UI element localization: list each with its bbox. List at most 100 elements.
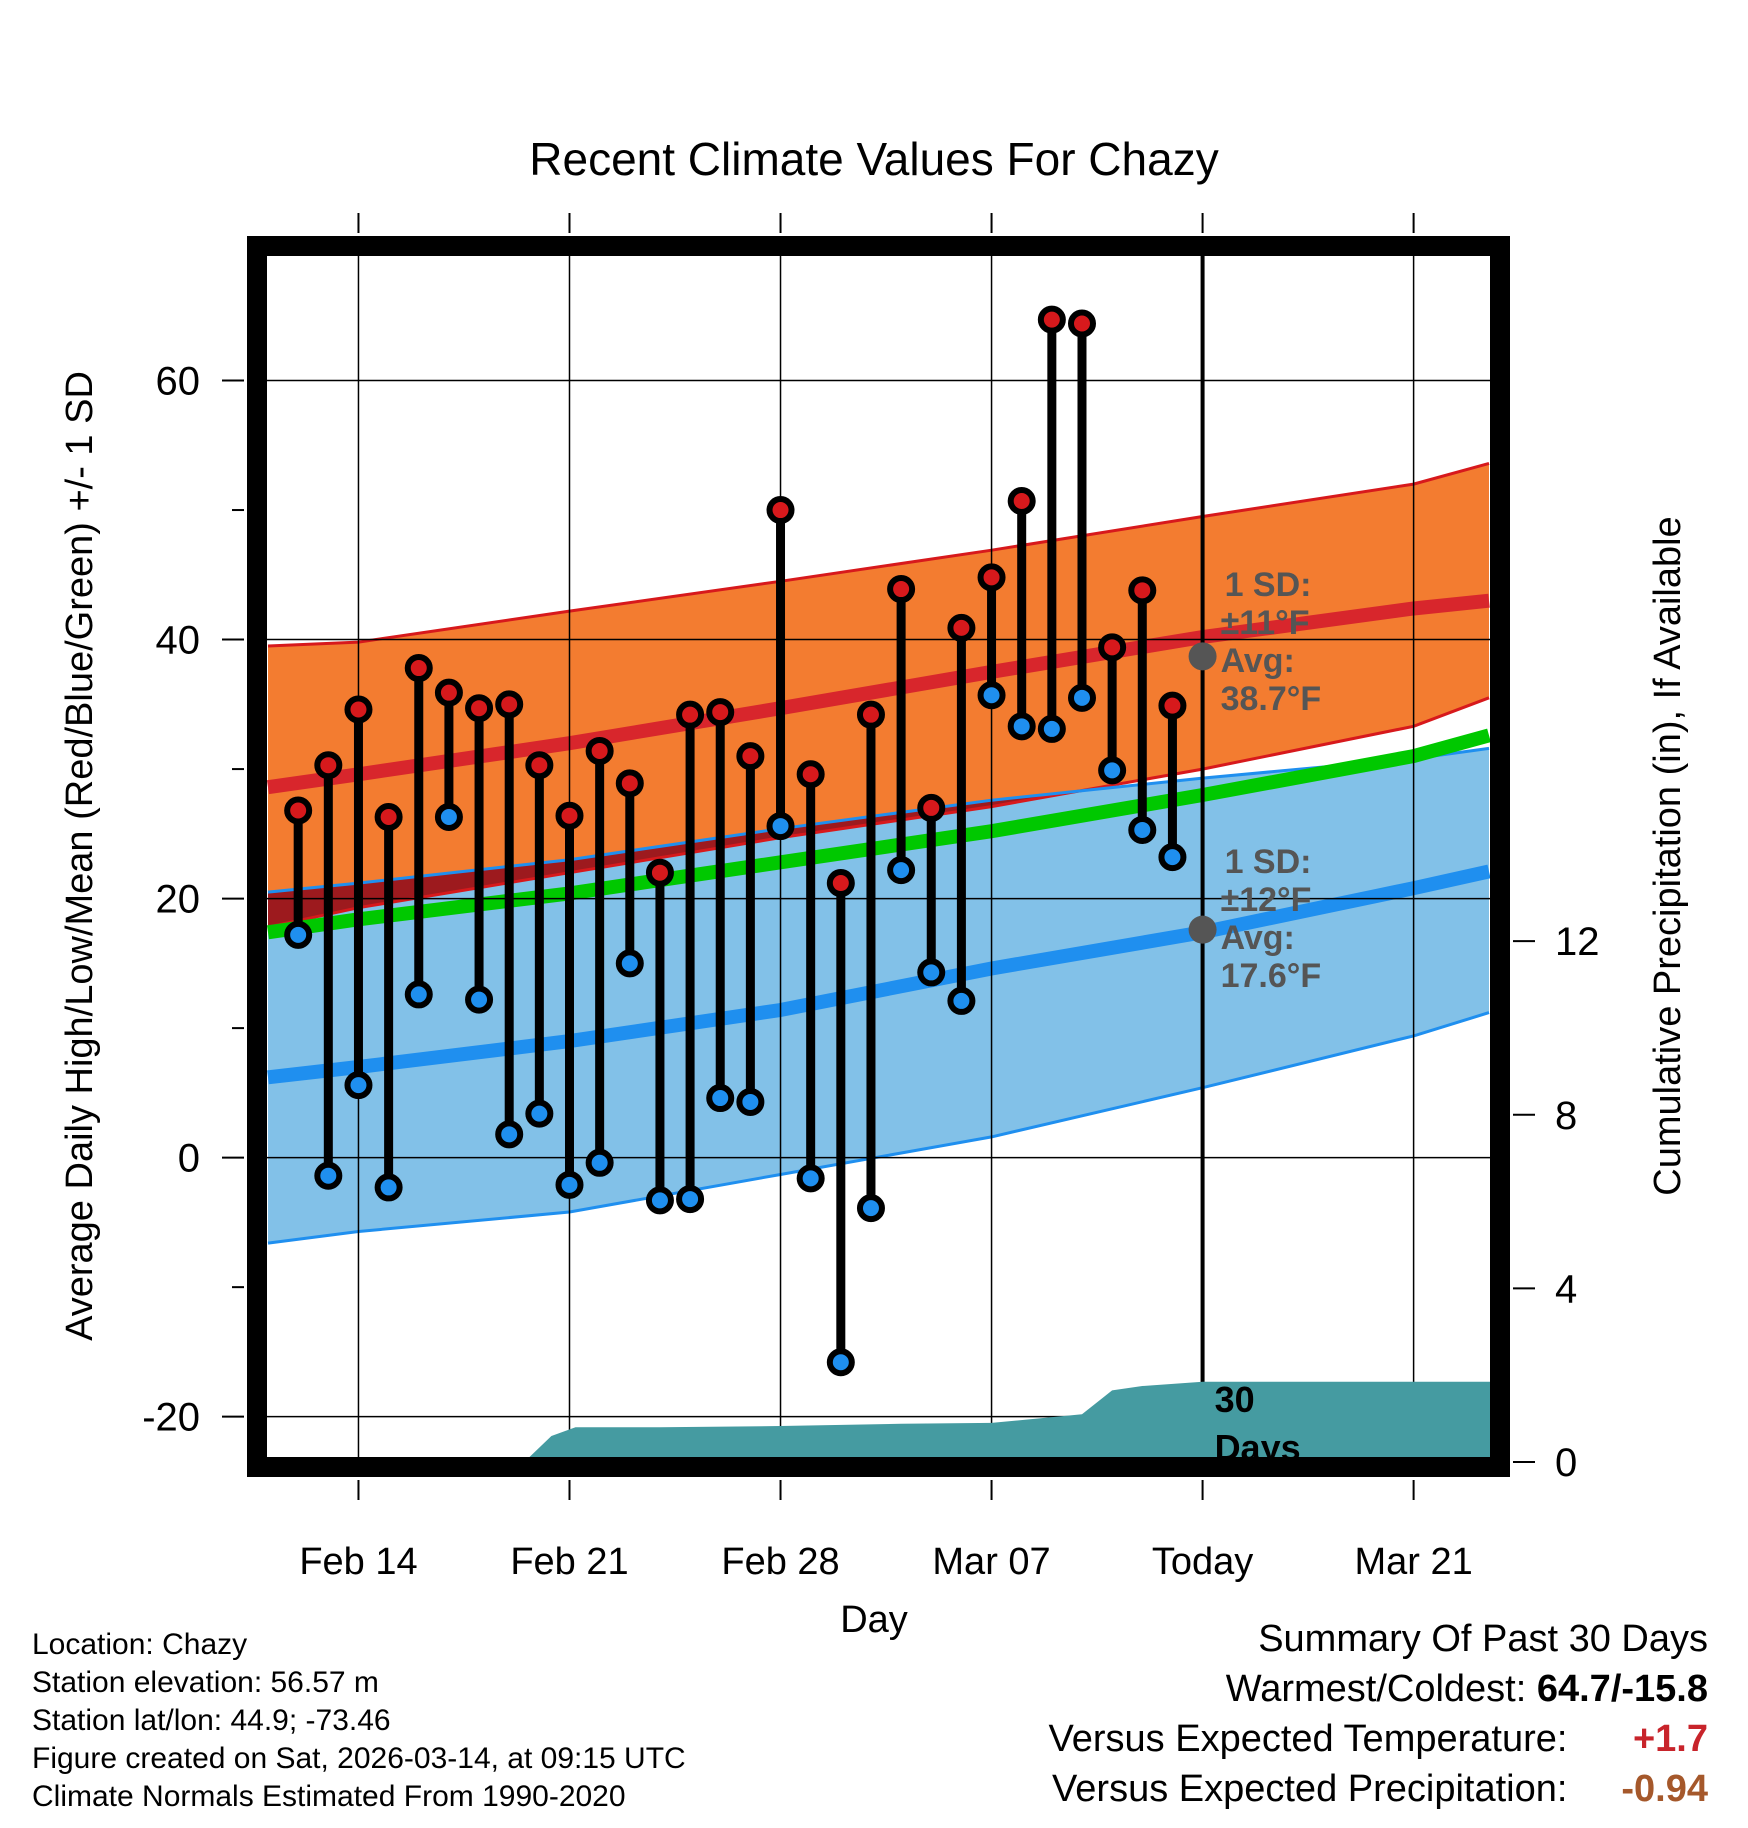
high-point bbox=[1098, 633, 1127, 662]
x-tick-label: Mar 21 bbox=[1354, 1541, 1472, 1583]
low-point bbox=[1098, 756, 1127, 785]
high-point bbox=[1007, 486, 1036, 515]
high-point bbox=[856, 700, 885, 729]
low-annotation-line: ±12°F bbox=[1221, 881, 1312, 919]
high-point bbox=[1067, 309, 1096, 338]
low-annotation-line: 1 SD: bbox=[1225, 843, 1312, 881]
low-point bbox=[314, 1161, 343, 1190]
low-point bbox=[766, 812, 795, 841]
precip-area bbox=[524, 1381, 1495, 1462]
high-sd-lower-edge bbox=[267, 696, 1490, 929]
high-point bbox=[947, 613, 976, 642]
low-point bbox=[344, 1071, 373, 1100]
x-tick-label: Mar 07 bbox=[932, 1541, 1050, 1583]
station-info: Location: Chazy Station elevation: 56.57… bbox=[32, 1626, 686, 1816]
mean-normal-line bbox=[267, 728, 1491, 940]
high-point bbox=[766, 496, 795, 525]
high-avg-marker bbox=[1188, 642, 1217, 671]
low-point bbox=[615, 949, 644, 978]
warm-cold-value: 64.7/-15.8 bbox=[1536, 1668, 1708, 1710]
y2-tick-label: 12 bbox=[1555, 920, 1600, 964]
x-axis-label: Day bbox=[840, 1599, 908, 1641]
y-axis-label: Average Daily High/Low/Mean (Red/Blue/Gr… bbox=[59, 371, 101, 1341]
high-point bbox=[977, 563, 1006, 592]
high-point bbox=[917, 793, 946, 822]
high-sd-upper-edge bbox=[267, 461, 1490, 648]
axes: -20 0 20 40 60 0 4 8 12 Feb 14 Feb 21 Feb 28 Mar 07 T… bbox=[142, 213, 1600, 1583]
high-point bbox=[645, 858, 674, 887]
high-point bbox=[465, 694, 494, 723]
summary-precip: Versus Expected Precipitation: -0.94 bbox=[1049, 1768, 1708, 1818]
low-point bbox=[947, 986, 976, 1015]
low-point bbox=[495, 1120, 524, 1149]
high-point bbox=[284, 796, 313, 825]
y-tick-label: -20 bbox=[142, 1396, 200, 1440]
high-annotation-line: Avg: bbox=[1221, 642, 1295, 680]
low-point bbox=[796, 1164, 825, 1193]
low-annotation-line: 17.6°F bbox=[1221, 957, 1322, 995]
low-mean-line bbox=[267, 864, 1491, 1085]
low-point bbox=[525, 1099, 554, 1128]
high-point bbox=[706, 698, 735, 727]
high-point bbox=[615, 769, 644, 798]
high-annotation-line: 1 SD: bbox=[1225, 566, 1312, 604]
info-location: Location: Chazy bbox=[32, 1628, 248, 1661]
low-point bbox=[555, 1170, 584, 1199]
high-point bbox=[525, 751, 554, 780]
plot-frame bbox=[247, 236, 1510, 1477]
low-avg-marker bbox=[1188, 915, 1217, 944]
info-created: Figure created on Sat, 2026-03-14, at 09… bbox=[32, 1742, 686, 1775]
summary-panel: Summary Of Past 30 Days Warmest/Coldest:… bbox=[1049, 1618, 1708, 1818]
high-point bbox=[585, 736, 614, 765]
high-annotation-line: ±11°F bbox=[1221, 604, 1310, 642]
x-tick-label: Feb 21 bbox=[510, 1541, 628, 1583]
low-point bbox=[917, 958, 946, 987]
y2-tick-label: 4 bbox=[1555, 1267, 1577, 1311]
plot-border bbox=[247, 236, 1510, 1477]
high-point bbox=[796, 760, 825, 789]
high-point bbox=[434, 678, 463, 707]
high-point bbox=[1128, 576, 1157, 605]
low-sd-lower-edge bbox=[267, 1011, 1490, 1245]
precip-label: Versus Expected Precipitation: bbox=[1052, 1768, 1568, 1810]
x-tick-label: Feb 28 bbox=[721, 1541, 839, 1583]
temp-value: +1.7 bbox=[1632, 1718, 1708, 1760]
low-point bbox=[1007, 712, 1036, 741]
high-annotation-line: 38.7°F bbox=[1221, 680, 1322, 718]
high-point bbox=[736, 742, 765, 771]
low-point bbox=[374, 1173, 403, 1202]
y-tick-label: 60 bbox=[156, 360, 201, 404]
chart-title: Recent Climate Values For Chazy bbox=[529, 133, 1218, 185]
low-point bbox=[1067, 683, 1096, 712]
y2-tick-label: 0 bbox=[1555, 1441, 1577, 1485]
warm-cold-label: Warmest/Coldest: bbox=[1225, 1668, 1527, 1710]
temp-label: Versus Expected Temperature: bbox=[1048, 1718, 1568, 1760]
x-tick-label: Feb 14 bbox=[299, 1541, 417, 1583]
low-point bbox=[826, 1348, 855, 1377]
high-point bbox=[314, 751, 343, 780]
low-point bbox=[434, 802, 463, 831]
low-point bbox=[977, 681, 1006, 710]
low-point bbox=[887, 856, 916, 885]
low-point bbox=[1158, 843, 1187, 872]
y2-tick-label: 8 bbox=[1555, 1094, 1577, 1138]
x-tick-label: Today bbox=[1152, 1541, 1253, 1583]
high-point bbox=[676, 700, 705, 729]
precip-value: -0.94 bbox=[1621, 1768, 1708, 1810]
y-tick-label: 20 bbox=[156, 878, 201, 922]
grid-lines bbox=[262, 251, 1495, 1462]
high-point bbox=[344, 695, 373, 724]
low-point bbox=[1128, 815, 1157, 844]
low-point bbox=[585, 1148, 614, 1177]
low-point bbox=[1037, 714, 1066, 743]
precipitation-area bbox=[524, 1381, 1495, 1462]
daily-range-stems bbox=[284, 305, 1187, 1377]
low-point bbox=[465, 985, 494, 1014]
low-annotation-line: Avg: bbox=[1221, 919, 1295, 957]
summary-title: Summary Of Past 30 Days bbox=[1258, 1618, 1708, 1660]
high-point bbox=[887, 575, 916, 604]
low-point bbox=[736, 1087, 765, 1116]
high-point bbox=[1037, 305, 1066, 334]
